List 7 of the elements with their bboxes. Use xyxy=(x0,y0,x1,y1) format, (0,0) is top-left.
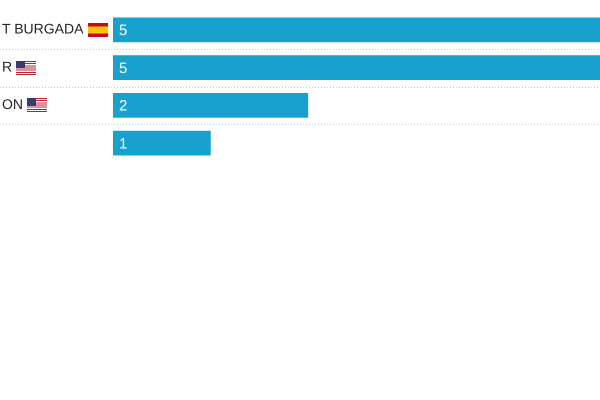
y-tick-label: R xyxy=(2,58,12,74)
y-tick-label: ON xyxy=(2,96,23,112)
y-tick-label: T BURGADA xyxy=(2,20,84,37)
data-label: 1 xyxy=(119,135,128,152)
data-label: 2 xyxy=(119,98,128,115)
data-label: 5 xyxy=(119,60,128,77)
data-label: 5 xyxy=(119,22,128,40)
